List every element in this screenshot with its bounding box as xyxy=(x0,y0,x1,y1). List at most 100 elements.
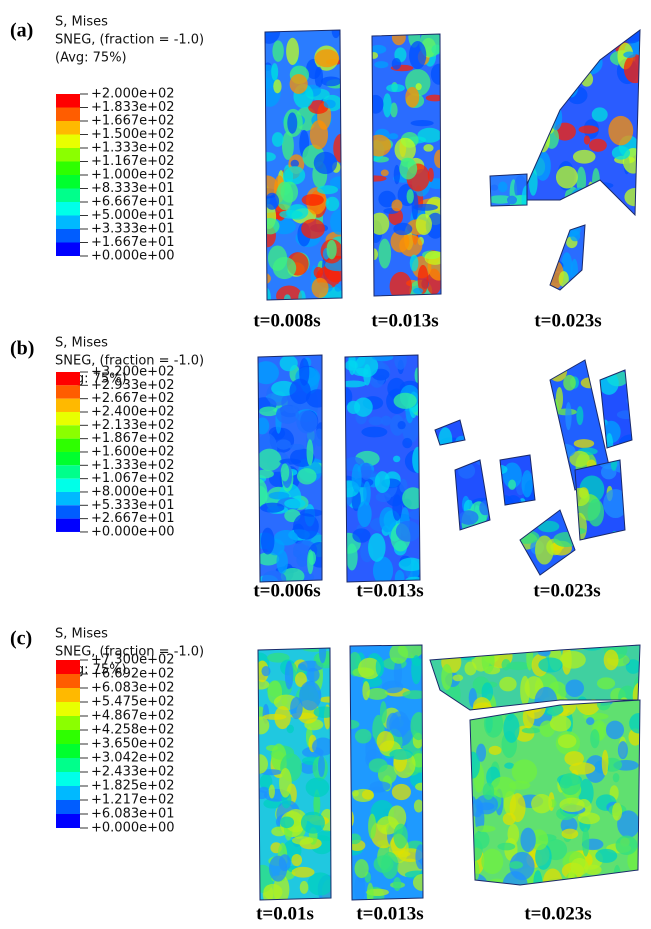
contour-patch xyxy=(583,135,591,145)
legend-tick-label: +1.667e+02 xyxy=(91,114,175,129)
legend-title: SNEG, (fraction = -1.0) xyxy=(55,33,204,48)
contour-patch xyxy=(626,396,632,405)
contour-patch xyxy=(635,205,640,215)
panel-label: (c) xyxy=(10,628,32,650)
contour-patch xyxy=(313,266,324,278)
contour-patch xyxy=(258,417,270,435)
legend-color xyxy=(56,518,80,532)
contour-patch xyxy=(350,810,354,827)
contour-patch xyxy=(390,102,398,118)
contour-patch xyxy=(498,181,508,193)
contour-patch xyxy=(611,145,631,160)
contour-patch xyxy=(410,119,434,127)
contour-patch xyxy=(368,533,386,562)
contour-patch xyxy=(563,74,579,98)
contour-part xyxy=(258,355,322,582)
legend-color xyxy=(56,730,80,744)
contour-patch xyxy=(361,789,374,800)
contour-patch xyxy=(286,724,294,734)
contour-patch xyxy=(612,802,623,821)
legend-title: SNEG, (fraction = -1.0) xyxy=(55,645,204,660)
contour-patch xyxy=(415,83,422,91)
contour-patch xyxy=(511,645,526,650)
contour-patch xyxy=(388,805,407,830)
contour-patch xyxy=(368,416,384,426)
contour-part xyxy=(258,648,331,900)
contour-patch xyxy=(404,870,423,879)
contour-patch xyxy=(393,877,402,891)
contour-patch xyxy=(258,361,279,385)
contour-patch xyxy=(365,735,377,764)
contour-part xyxy=(550,225,585,290)
contour-patch xyxy=(619,30,640,44)
contour-patch xyxy=(470,795,476,805)
contour-patch xyxy=(520,530,540,544)
contour-patch xyxy=(430,678,438,707)
contour-patch xyxy=(475,794,499,815)
contour-patch xyxy=(551,44,566,63)
contour-patch xyxy=(520,113,531,130)
contour-patch xyxy=(379,507,397,533)
contour-patch xyxy=(258,552,280,566)
legend-tick-label: +1.600e+02 xyxy=(91,444,175,459)
contour-patch xyxy=(520,134,529,147)
contour-patch xyxy=(415,844,423,870)
contour-patch xyxy=(580,71,594,87)
contour-patch xyxy=(481,647,495,674)
legend-color xyxy=(56,425,80,439)
contour-patch xyxy=(357,501,372,528)
contour-patch xyxy=(481,848,504,875)
contour-patch xyxy=(499,676,517,692)
contour-patch xyxy=(481,645,499,658)
contour-patch xyxy=(313,151,338,175)
legend-color xyxy=(56,372,80,386)
contour-patch xyxy=(438,427,453,445)
contour-patch xyxy=(354,355,379,378)
legend-tick-label: +1.667e+01 xyxy=(91,235,175,250)
contour-outline xyxy=(429,644,641,711)
contour-outline xyxy=(519,509,576,576)
contour-patch xyxy=(520,56,531,87)
contour-outline xyxy=(371,33,442,297)
legend-title: SNEG, (fraction = -1.0) xyxy=(55,354,204,369)
legend-tick-label: +2.433e+02 xyxy=(91,765,175,780)
contour-patch xyxy=(299,680,322,711)
contour-patch xyxy=(395,520,420,542)
contour-patch xyxy=(267,245,288,272)
contour-patch xyxy=(508,861,524,869)
legend-tick-label: +1.217e+02 xyxy=(91,793,175,808)
contour-patch xyxy=(390,414,405,436)
contour-part xyxy=(520,30,640,215)
contour-patch xyxy=(329,176,342,189)
contour-outline xyxy=(599,369,633,449)
contour-patch xyxy=(361,426,388,438)
contour-patch xyxy=(553,50,577,62)
time-label: t=0.008s xyxy=(253,310,320,331)
contour-patch xyxy=(354,859,369,879)
contour-patch xyxy=(284,294,291,300)
contour-patch xyxy=(559,772,581,796)
contour-patch xyxy=(352,528,371,543)
contour-patch xyxy=(582,827,590,857)
contour-patch xyxy=(298,290,306,300)
contour-patch xyxy=(629,712,640,734)
contour-patch xyxy=(574,48,593,70)
legend-color xyxy=(56,465,80,479)
legend-tick-label: +0.000e+00 xyxy=(91,524,175,539)
contour-patch xyxy=(393,164,401,185)
contour-patch xyxy=(312,737,331,756)
contour-patch xyxy=(394,569,405,582)
legend-tick-label: +2.400e+02 xyxy=(91,404,175,419)
contour-patch xyxy=(550,444,563,472)
contour-patch xyxy=(314,49,340,68)
contour-patch xyxy=(271,826,287,837)
contour-patch xyxy=(366,882,374,900)
contour-patch xyxy=(417,264,429,294)
contour-patch xyxy=(464,661,477,676)
contour-patch xyxy=(569,762,596,775)
contour-patch xyxy=(415,213,432,236)
contour-patch xyxy=(435,420,443,431)
contour-patch xyxy=(560,63,574,71)
contour-patch xyxy=(549,715,572,732)
contour-patch xyxy=(623,51,636,58)
